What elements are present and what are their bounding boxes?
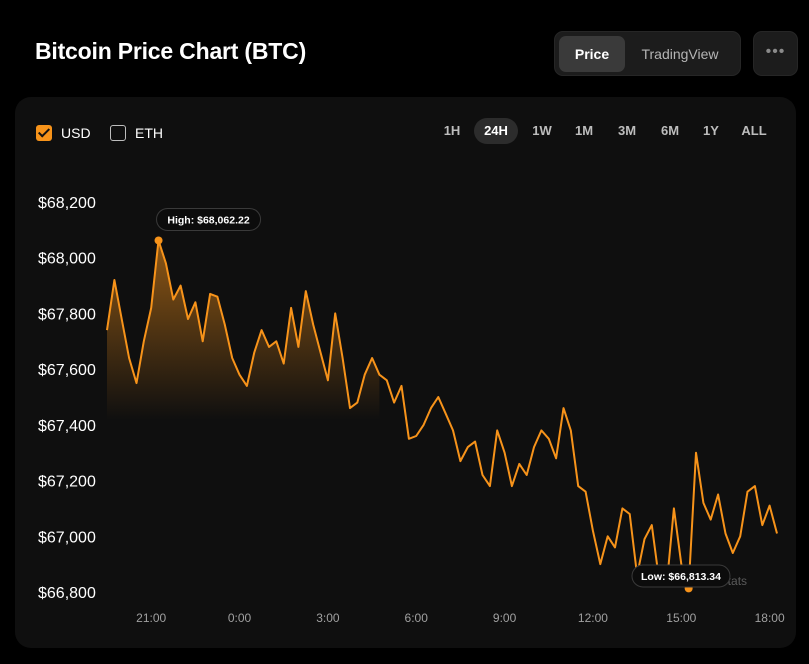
eth-label: ETH: [135, 125, 163, 141]
low-label: Low: $66,813.34: [641, 571, 721, 583]
eth-checkbox[interactable]: ETH: [110, 124, 163, 142]
price-area: [107, 240, 380, 420]
x-tick-label: 21:00: [136, 611, 166, 625]
range-all[interactable]: ALL: [741, 123, 767, 138]
page-title: Bitcoin Price Chart (BTC): [35, 38, 307, 64]
x-tick-label: 18:00: [755, 611, 785, 625]
checkbox-unchecked-icon: [110, 125, 126, 141]
x-tick-label: 9:00: [493, 611, 517, 625]
checkbox-checked-icon: [36, 125, 52, 141]
y-tick-label: $67,400: [38, 418, 96, 435]
more-options-icon[interactable]: •••: [753, 31, 798, 76]
x-tick-label: 3:00: [316, 611, 340, 625]
y-tick-label: $68,200: [38, 195, 96, 212]
range-6m[interactable]: 6M: [660, 123, 680, 138]
x-tick-label: 6:00: [405, 611, 429, 625]
y-tick-label: $67,000: [38, 529, 96, 546]
x-tick-label: 15:00: [666, 611, 696, 625]
range-1m[interactable]: 1M: [574, 123, 594, 138]
range-3m[interactable]: 3M: [617, 123, 637, 138]
x-tick-label: 12:00: [578, 611, 608, 625]
high-label: High: $68,062.22: [167, 214, 249, 226]
price-tab[interactable]: Price: [559, 36, 625, 72]
low-label-bg: [631, 564, 731, 588]
range-1y[interactable]: 1Y: [703, 123, 719, 138]
high-point: [154, 236, 163, 245]
y-tick-label: $67,200: [38, 474, 96, 491]
usd-label: USD: [61, 125, 91, 141]
range-1w[interactable]: 1W: [532, 123, 552, 138]
x-tick-label: 0:00: [228, 611, 252, 625]
view-toggle: Price TradingView: [554, 31, 741, 76]
range-24h[interactable]: 24H: [474, 118, 518, 144]
range-1h[interactable]: 1H: [443, 123, 461, 138]
tradingview-tab[interactable]: TradingView: [641, 46, 719, 62]
high-label-bg: [156, 207, 262, 231]
y-tick-label: $68,000: [38, 251, 96, 268]
usd-checkbox[interactable]: USD: [36, 124, 91, 142]
y-tick-label: $67,800: [38, 306, 96, 323]
y-tick-label: $67,600: [38, 362, 96, 379]
y-tick-label: $66,800: [38, 585, 96, 602]
